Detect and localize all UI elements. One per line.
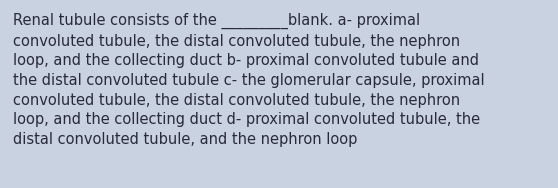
Text: Renal tubule consists of the _________blank. a- proximal
convoluted tubule, the : Renal tubule consists of the _________bl… [13,13,485,147]
